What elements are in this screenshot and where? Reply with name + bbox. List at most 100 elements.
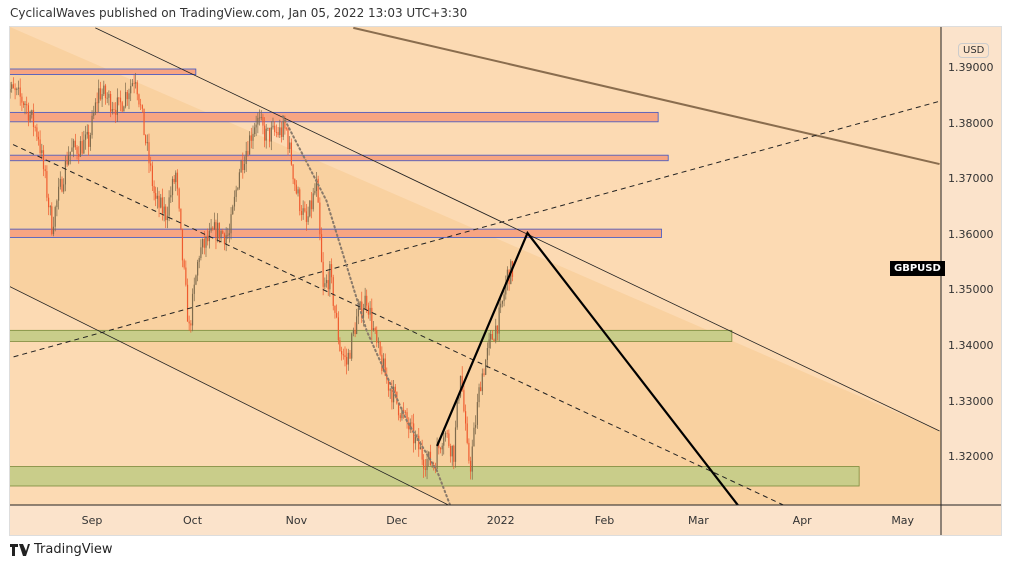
candle-down bbox=[153, 186, 155, 194]
candle-down bbox=[118, 97, 120, 99]
candle-down bbox=[346, 356, 348, 365]
candle-up bbox=[83, 139, 85, 154]
candle-up bbox=[426, 459, 428, 471]
candle-up bbox=[160, 197, 162, 208]
resistance-zone bbox=[10, 228, 662, 238]
chart-frame[interactable]: USD GBPUSD 1.39000 1.38000 1.37000 1.36000 1… bbox=[9, 26, 1002, 536]
candle-up bbox=[372, 328, 375, 330]
time-tick-label: Apr bbox=[792, 514, 812, 527]
candle-down bbox=[42, 150, 45, 170]
candle-up bbox=[495, 325, 497, 342]
candle-up bbox=[414, 436, 416, 444]
candle-up bbox=[459, 375, 462, 397]
candle-down bbox=[181, 228, 184, 261]
candle-down bbox=[264, 125, 266, 141]
candle-up bbox=[490, 334, 492, 340]
candle-down bbox=[21, 96, 23, 103]
candle-up bbox=[98, 88, 100, 104]
candle-down bbox=[188, 321, 190, 324]
candle-up bbox=[52, 226, 55, 235]
candle-down bbox=[399, 415, 401, 419]
candle-up bbox=[249, 135, 251, 155]
candle-down bbox=[277, 132, 279, 136]
candle-up bbox=[393, 386, 395, 403]
candle-down bbox=[424, 468, 426, 471]
candle-down bbox=[408, 422, 410, 430]
tradingview-logo[interactable]: TradingView bbox=[10, 542, 113, 557]
candle-up bbox=[315, 178, 318, 191]
candle-down bbox=[319, 202, 321, 235]
candle-up bbox=[63, 184, 65, 192]
candle-up bbox=[486, 348, 488, 360]
candle-down bbox=[12, 84, 14, 89]
candle-down bbox=[421, 447, 423, 460]
candle-up bbox=[134, 82, 137, 84]
candle-down bbox=[403, 409, 405, 412]
candle-down bbox=[304, 208, 306, 212]
candle-down bbox=[104, 85, 107, 99]
candle-up bbox=[255, 124, 257, 128]
candle-up bbox=[431, 464, 433, 466]
candle-up bbox=[59, 178, 61, 187]
candle-up bbox=[166, 215, 168, 221]
candle-up bbox=[175, 172, 177, 183]
candle-up bbox=[254, 127, 256, 135]
candle-up bbox=[106, 97, 108, 99]
candle-down bbox=[371, 307, 373, 330]
candle-down bbox=[19, 87, 21, 97]
candle-up bbox=[282, 121, 284, 137]
candle-down bbox=[367, 305, 369, 315]
candle-down bbox=[463, 390, 465, 412]
price-chart[interactable] bbox=[10, 27, 1001, 535]
candle-up bbox=[191, 293, 194, 326]
candle-up bbox=[265, 128, 267, 141]
candle-up bbox=[233, 196, 236, 207]
candle-up bbox=[441, 445, 443, 450]
candle-down bbox=[215, 222, 217, 240]
candle-down bbox=[448, 433, 450, 446]
candle-up bbox=[123, 106, 125, 112]
candle-down bbox=[349, 352, 351, 359]
candle-up bbox=[41, 150, 43, 153]
candle-up bbox=[359, 301, 361, 309]
projection-path-line bbox=[436, 230, 740, 505]
candle-down bbox=[334, 305, 336, 313]
candle-down bbox=[376, 330, 378, 343]
candle-down bbox=[14, 88, 16, 91]
candle-up bbox=[409, 422, 411, 430]
candle-up bbox=[58, 186, 60, 201]
candle-down bbox=[178, 188, 180, 209]
candle-up bbox=[128, 93, 130, 100]
candle-down bbox=[294, 179, 296, 185]
candle-down bbox=[180, 208, 182, 229]
candle-down bbox=[332, 277, 334, 306]
candle-down bbox=[423, 459, 425, 469]
plot-layer bbox=[10, 27, 941, 505]
candle-down bbox=[39, 139, 41, 153]
candle-up bbox=[475, 424, 477, 428]
candle-down bbox=[176, 172, 179, 189]
candle-up bbox=[103, 85, 105, 95]
candle-down bbox=[438, 445, 440, 449]
candle-down bbox=[115, 109, 117, 115]
candle-up bbox=[67, 155, 70, 165]
candle-down bbox=[119, 97, 122, 103]
candle-down bbox=[212, 227, 214, 230]
candle-down bbox=[386, 375, 388, 380]
candle-down bbox=[465, 411, 467, 424]
currency-label[interactable]: USD bbox=[958, 43, 990, 58]
candle-up bbox=[202, 238, 204, 248]
candle-up bbox=[235, 189, 237, 197]
candle-up bbox=[205, 236, 207, 248]
candle-down bbox=[143, 108, 145, 136]
candle-up bbox=[220, 231, 222, 239]
candle-down bbox=[305, 211, 307, 222]
resistance-zone bbox=[10, 111, 659, 123]
candle-down bbox=[186, 284, 189, 322]
candle-down bbox=[446, 432, 448, 434]
candle-down bbox=[461, 375, 463, 391]
candle-down bbox=[287, 128, 289, 149]
candle-up bbox=[200, 247, 202, 259]
candle-up bbox=[307, 216, 309, 222]
candle-up bbox=[454, 427, 457, 462]
